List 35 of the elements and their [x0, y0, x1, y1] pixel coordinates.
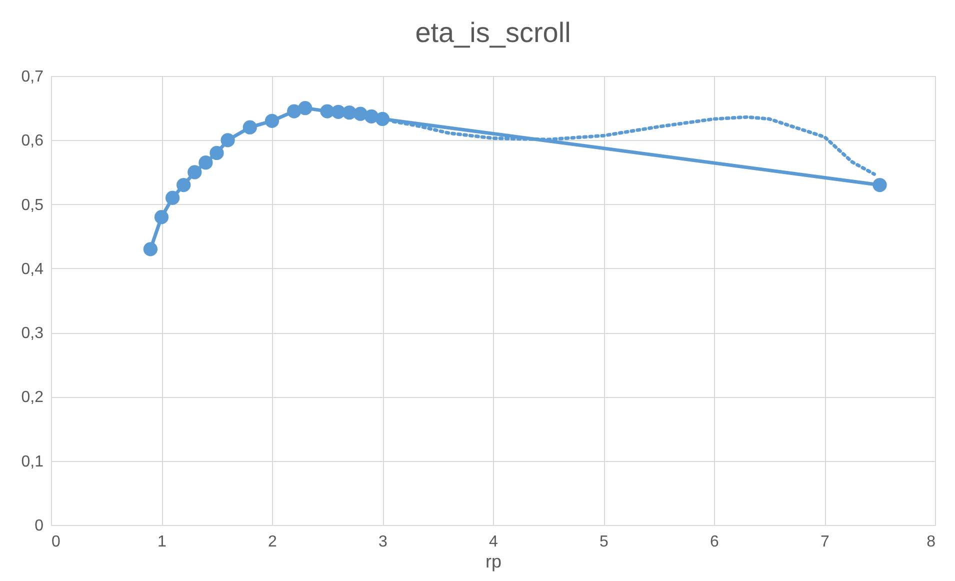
x-tick-label: 6 [710, 534, 720, 550]
point [176, 178, 191, 192]
x-axis-title: rp [485, 552, 502, 572]
y-tick-label: 0,6 [21, 132, 44, 150]
point [872, 178, 887, 192]
y-tick-label: 0,7 [21, 68, 44, 86]
y-tick-label: 0,1 [21, 453, 44, 470]
point [298, 101, 312, 116]
y-tick-label: 0,3 [21, 325, 44, 342]
point [242, 120, 257, 134]
x-tick-label: 8 [926, 534, 936, 550]
x-tick-label: 0 [52, 534, 60, 550]
x-tick-label: 5 [600, 534, 609, 550]
point [210, 146, 224, 160]
y-tick-label: 0 [34, 518, 44, 534]
point [154, 210, 169, 224]
point [264, 114, 280, 128]
point [287, 104, 302, 118]
point [188, 165, 202, 180]
x-tick-label: 1 [158, 534, 167, 550]
x-tick-label: 4 [489, 534, 498, 550]
line-series [392, 115, 876, 176]
point [198, 156, 213, 170]
point [165, 190, 180, 205]
point [143, 242, 158, 256]
x-tick-label: 2 [268, 534, 278, 550]
y-tick-label: 0,5 [21, 196, 44, 214]
y-tick-label: 0,4 [21, 260, 44, 278]
point [220, 133, 235, 148]
point [364, 109, 379, 124]
x-tick-label: 7 [820, 534, 830, 550]
y-tick-label: 0,2 [21, 389, 44, 406]
point [375, 112, 390, 126]
chart-title: eta_is_scroll [415, 17, 571, 48]
x-tick-label: 3 [378, 534, 388, 550]
